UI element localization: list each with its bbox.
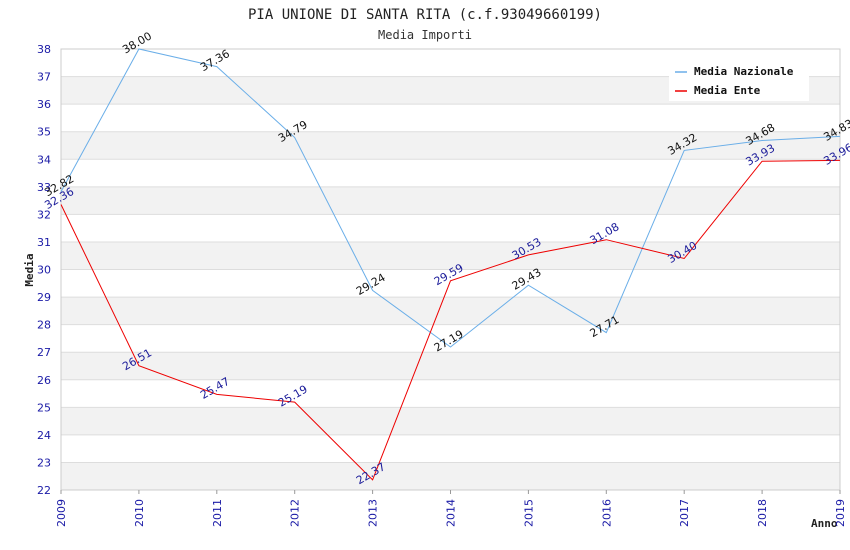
y-tick-label: 27	[37, 346, 51, 359]
y-tick-label: 28	[37, 319, 51, 332]
y-axis-label: Media	[23, 253, 36, 286]
data-label-nazionale: 37.36	[198, 47, 232, 74]
series-lines	[60, 48, 841, 481]
x-axis-label: Anno	[811, 517, 838, 530]
band-24	[61, 407, 840, 435]
series-line-ente	[60, 159, 841, 481]
y-tick-label: 37	[37, 71, 51, 84]
band-32	[61, 186, 840, 215]
y-tick-label: 36	[37, 98, 51, 111]
band-26	[61, 352, 840, 380]
x-tick-label: 2009	[55, 499, 68, 527]
x-tick-label: 2018	[756, 499, 769, 527]
band-28	[61, 297, 840, 325]
y-tick-label: 31	[37, 236, 51, 249]
y-tick-label: 30	[37, 264, 51, 277]
y-tick-label: 35	[37, 126, 51, 139]
plot-background-bands	[61, 76, 840, 490]
data-label-ente: 25.19	[276, 383, 310, 410]
x-tick-label: 2014	[445, 499, 458, 527]
y-tick-label: 23	[37, 456, 51, 469]
y-tick-label: 38	[37, 43, 51, 56]
y-tick-label: 24	[37, 429, 51, 442]
legend-box	[669, 59, 809, 101]
x-tick-label: 2010	[133, 499, 146, 527]
legend-label-ente: Media Ente	[694, 84, 761, 97]
chart-title: PIA UNIONE DI SANTA RITA (c.f.9304966019…	[248, 7, 602, 23]
y-tick-label: 32	[37, 208, 51, 221]
y-tick-label: 26	[37, 374, 51, 387]
x-tick-label: 2013	[367, 499, 380, 527]
x-tick-label: 2016	[600, 499, 613, 527]
x-tick-label: 2017	[678, 499, 691, 527]
series-line-nazionale	[60, 48, 841, 348]
x-tick-label: 2012	[289, 499, 302, 527]
x-tick-label: 2015	[522, 499, 535, 527]
y-tick-label: 34	[37, 153, 51, 166]
data-label-nazionale: 29.24	[354, 271, 388, 298]
x-axis-ticks: 2009 2010 2011 2012 2013 2014 2015 2016 2017 2018…	[55, 490, 847, 527]
legend: Media Nazionale Media Ente	[669, 59, 809, 101]
data-label-nazionale: 27.19	[432, 327, 466, 354]
band-34	[61, 131, 840, 160]
x-tick-label: 2019	[834, 499, 847, 527]
y-tick-label: 33	[37, 181, 51, 194]
y-tick-label: 25	[37, 401, 51, 414]
chart-subtitle: Media Importi	[378, 28, 472, 42]
y-axis-ticks: 22 23 24 25 26 27 28 29 30 31 32 33 34 35 36 37 38	[37, 43, 51, 497]
x-tick-label: 2011	[211, 499, 224, 527]
y-tick-label: 22	[37, 484, 51, 497]
legend-label-nazionale: Media Nazionale	[694, 65, 794, 78]
band-22	[61, 462, 840, 490]
y-tick-label: 29	[37, 291, 51, 304]
band-30	[61, 241, 840, 270]
